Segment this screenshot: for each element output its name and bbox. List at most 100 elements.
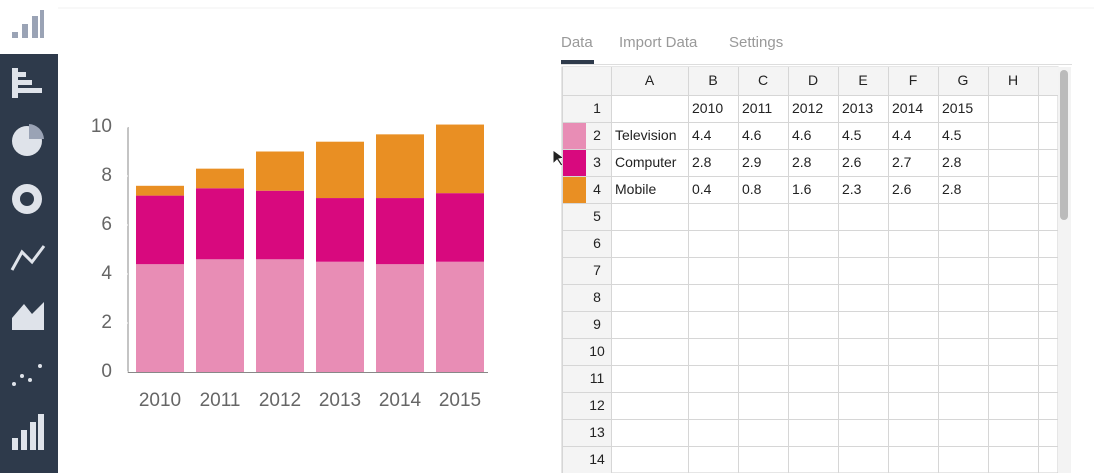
cell[interactable]: 2.8 xyxy=(792,154,812,170)
row-number: 13 xyxy=(589,424,605,440)
bar-segment xyxy=(436,193,484,262)
row-number: 7 xyxy=(593,262,601,278)
row-number: 1 xyxy=(593,100,601,116)
cell[interactable]: 2015 xyxy=(942,100,973,116)
y-tick-label: 6 xyxy=(101,214,112,235)
x-tick-label: 2010 xyxy=(139,390,181,411)
bar-segment xyxy=(316,261,364,372)
row-number: 4 xyxy=(593,181,601,197)
cell[interactable]: Television xyxy=(615,127,676,143)
y-tick-label: 10 xyxy=(91,116,112,137)
y-tick-label: 8 xyxy=(101,165,112,186)
cell[interactable]: 2.7 xyxy=(892,154,912,170)
cell[interactable]: Mobile xyxy=(615,181,656,197)
x-tick-label: 2012 xyxy=(259,390,301,411)
row-number: 3 xyxy=(593,154,601,170)
active-tab-underline xyxy=(561,60,594,64)
series-color-swatch[interactable] xyxy=(563,123,586,149)
bar-segment xyxy=(196,188,244,260)
x-tick-label: 2011 xyxy=(200,390,241,411)
cell[interactable]: 1.6 xyxy=(792,181,812,197)
row-number: 5 xyxy=(593,208,601,224)
column-header: E xyxy=(858,72,867,88)
column-header: G xyxy=(958,72,969,88)
cell[interactable]: 0.8 xyxy=(742,181,762,197)
tab[interactable]: Settings xyxy=(729,34,783,51)
cell[interactable]: 2010 xyxy=(692,100,723,116)
column-header: D xyxy=(808,72,818,88)
cell[interactable]: 4.4 xyxy=(692,127,712,143)
column-header: F xyxy=(909,72,918,88)
bar-segment xyxy=(136,195,184,265)
series-color-swatch[interactable] xyxy=(563,177,586,203)
x-tick-label: 2015 xyxy=(439,390,481,411)
line-chart-icon[interactable] xyxy=(10,245,46,271)
cell[interactable]: 0.4 xyxy=(692,181,712,197)
bar-segment xyxy=(256,151,304,191)
cell[interactable]: 2011 xyxy=(742,100,772,116)
bar-segment xyxy=(136,264,184,372)
spreadsheet xyxy=(561,66,1059,473)
bar-segment xyxy=(376,264,424,372)
cell[interactable]: 2.8 xyxy=(942,181,962,197)
scatter-icon[interactable] xyxy=(12,364,42,386)
cell[interactable]: Computer xyxy=(615,154,677,170)
row-number: 10 xyxy=(589,343,605,359)
tabs: Data Import Data Settings xyxy=(561,34,783,51)
row-number: 11 xyxy=(590,370,605,386)
row-number: 9 xyxy=(593,316,601,332)
bar-segment xyxy=(136,185,184,196)
row-number: 8 xyxy=(593,289,601,305)
y-tick-label: 2 xyxy=(101,312,112,333)
bar-segment xyxy=(196,259,244,372)
cell[interactable]: 4.4 xyxy=(892,127,912,143)
cell[interactable]: 4.5 xyxy=(942,127,962,143)
cell[interactable]: 4.5 xyxy=(842,127,862,143)
cell[interactable]: 2012 xyxy=(792,100,823,116)
bar-segment xyxy=(436,261,484,372)
cell[interactable]: 4.6 xyxy=(792,127,812,143)
header-row xyxy=(562,67,1058,96)
cell[interactable]: 4.6 xyxy=(742,127,762,143)
cell[interactable]: 2.8 xyxy=(942,154,962,170)
row-number: 12 xyxy=(589,397,605,413)
cell[interactable]: 2.8 xyxy=(692,154,712,170)
row-number: 14 xyxy=(589,451,605,467)
column-header: B xyxy=(708,72,717,88)
cell[interactable]: 2.9 xyxy=(742,154,762,170)
x-tick-label: 2014 xyxy=(379,390,422,411)
bar-segment xyxy=(196,168,244,189)
y-tick-label: 4 xyxy=(101,263,112,284)
bar-segment xyxy=(316,198,364,262)
sidebar xyxy=(0,54,58,473)
tab[interactable]: Import Data xyxy=(619,34,698,51)
bar-segment xyxy=(376,198,424,265)
column-chart-icon[interactable] xyxy=(12,414,44,450)
column-header: C xyxy=(758,72,768,88)
cell[interactable]: 2.6 xyxy=(842,154,862,170)
donut-chart-icon[interactable] xyxy=(12,184,42,214)
sidebar-icons xyxy=(10,68,46,450)
bar-segment xyxy=(316,141,364,199)
column-header: A xyxy=(645,72,655,88)
scrollbar-thumb[interactable] xyxy=(1060,70,1068,220)
pie-chart-icon[interactable] xyxy=(12,124,44,156)
cell[interactable]: 2.3 xyxy=(842,181,862,197)
bar-segment xyxy=(376,134,424,199)
area-chart-icon[interactable] xyxy=(12,302,44,330)
cell[interactable]: 2013 xyxy=(842,100,873,116)
app-logo xyxy=(12,10,44,38)
bar-chart-icon[interactable] xyxy=(12,68,42,98)
y-tick-label: 0 xyxy=(101,361,112,382)
cell[interactable]: 2014 xyxy=(892,100,923,116)
bar-segment xyxy=(256,190,304,260)
cell[interactable]: 2.6 xyxy=(892,181,912,197)
column-header: H xyxy=(1008,72,1018,88)
series-color-swatch[interactable] xyxy=(563,150,586,176)
bar-segment xyxy=(436,124,484,194)
bar-segment xyxy=(256,259,304,372)
tab[interactable]: Data xyxy=(561,34,593,51)
chart: 0 2 4 6 8 10 2010 2011 2012 2013 2014 2015 xyxy=(91,116,484,411)
